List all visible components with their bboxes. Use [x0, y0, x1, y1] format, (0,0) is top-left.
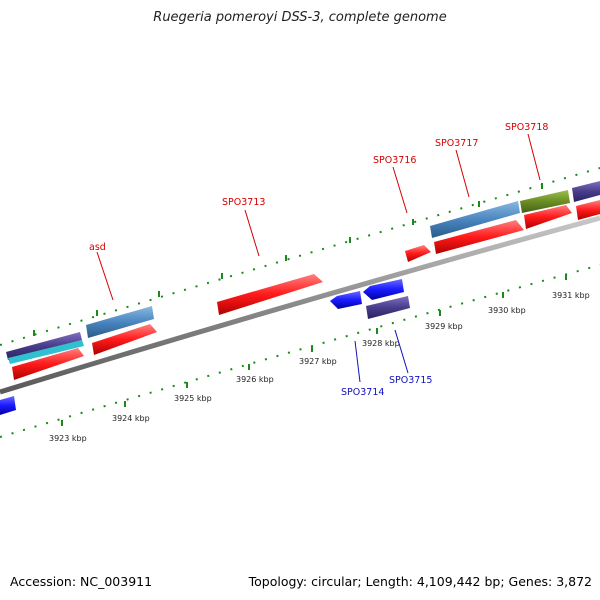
major-tick — [61, 420, 63, 426]
major-tick — [124, 401, 126, 407]
scale-label: 3926 kbp — [236, 375, 274, 384]
cds-spo3715 — [363, 279, 404, 300]
gene-labels: asd SPO3713 SPO3716 SPO3717 SPO3718 SPO3… — [89, 122, 548, 398]
gene-label-spo3717: SPO3717 — [435, 138, 478, 149]
cog-feature-steelblue — [86, 306, 154, 338]
map-title: Ruegeria pomeroyi DSS-3, complete genome — [153, 10, 447, 25]
scale-label: 3930 kbp — [488, 306, 526, 315]
cog-feature-stack-cyan — [8, 340, 84, 364]
cds-spo3716-pair — [434, 220, 524, 254]
gene-label-spo3715: SPO3715 — [389, 375, 432, 386]
cds-spo3713 — [217, 274, 323, 315]
scale-labels: 3923 kbp 3924 kbp 3925 kbp 3926 kbp 3927… — [49, 291, 590, 443]
major-tick — [33, 330, 35, 336]
major-tick — [541, 183, 543, 189]
accession-text: Accession: NC_003911 — [10, 574, 153, 589]
cds-spo3714 — [330, 291, 362, 309]
major-tick — [412, 219, 414, 225]
cog-feature-stack — [6, 332, 82, 360]
cog-feature-olive — [520, 190, 570, 213]
scale-label: 3927 kbp — [299, 357, 337, 366]
gene-label-spo3718: SPO3718 — [505, 122, 548, 133]
sequence-backbone — [0, 215, 600, 395]
upper-tick-row — [0, 167, 600, 346]
lower-tick-row — [0, 264, 600, 438]
reverse-cds-lane — [0, 279, 410, 415]
gene-label-spo3713: SPO3713 — [222, 197, 265, 208]
major-tick — [186, 382, 188, 388]
gene-label-spo3714: SPO3714 — [341, 387, 384, 398]
scale-label: 3928 kbp — [362, 339, 400, 348]
cog-feature-slate — [572, 181, 600, 202]
cds-spo3718 — [576, 200, 600, 220]
cog-feature-steelblue — [430, 201, 520, 238]
cds-spo3716 — [405, 245, 431, 262]
gene-label-spo3716: SPO3716 — [373, 155, 416, 166]
major-tick — [285, 255, 287, 261]
cog-lane-upper — [6, 181, 600, 364]
cds-spo3717 — [524, 205, 572, 229]
major-tick — [349, 237, 351, 243]
major-tick — [158, 291, 160, 297]
scale-label: 3924 kbp — [112, 414, 150, 423]
major-tick — [248, 364, 250, 370]
label-leaders — [96, 133, 541, 383]
major-tick — [565, 274, 567, 280]
major-tick — [96, 310, 98, 316]
scale-label: 3929 kbp — [425, 322, 463, 331]
forward-cds-lane — [12, 200, 600, 380]
major-tick — [376, 328, 378, 334]
scale-label: 3931 kbp — [552, 291, 590, 300]
cds-upstream — [12, 348, 84, 380]
scale-label: 3923 kbp — [49, 434, 87, 443]
gene-label-asd: asd — [89, 242, 106, 253]
major-tick — [439, 310, 441, 316]
cds-asd — [92, 324, 157, 355]
major-tick — [502, 292, 504, 298]
scale-label: 3925 kbp — [174, 394, 212, 403]
cds-reverse-left — [0, 396, 16, 415]
major-tick — [478, 201, 480, 207]
major-tick — [221, 273, 223, 279]
genome-summary-text: Topology: circular; Length: 4,109,442 bp… — [248, 574, 592, 589]
major-tick — [311, 346, 313, 352]
cog-feature-slate-lower — [366, 296, 410, 319]
